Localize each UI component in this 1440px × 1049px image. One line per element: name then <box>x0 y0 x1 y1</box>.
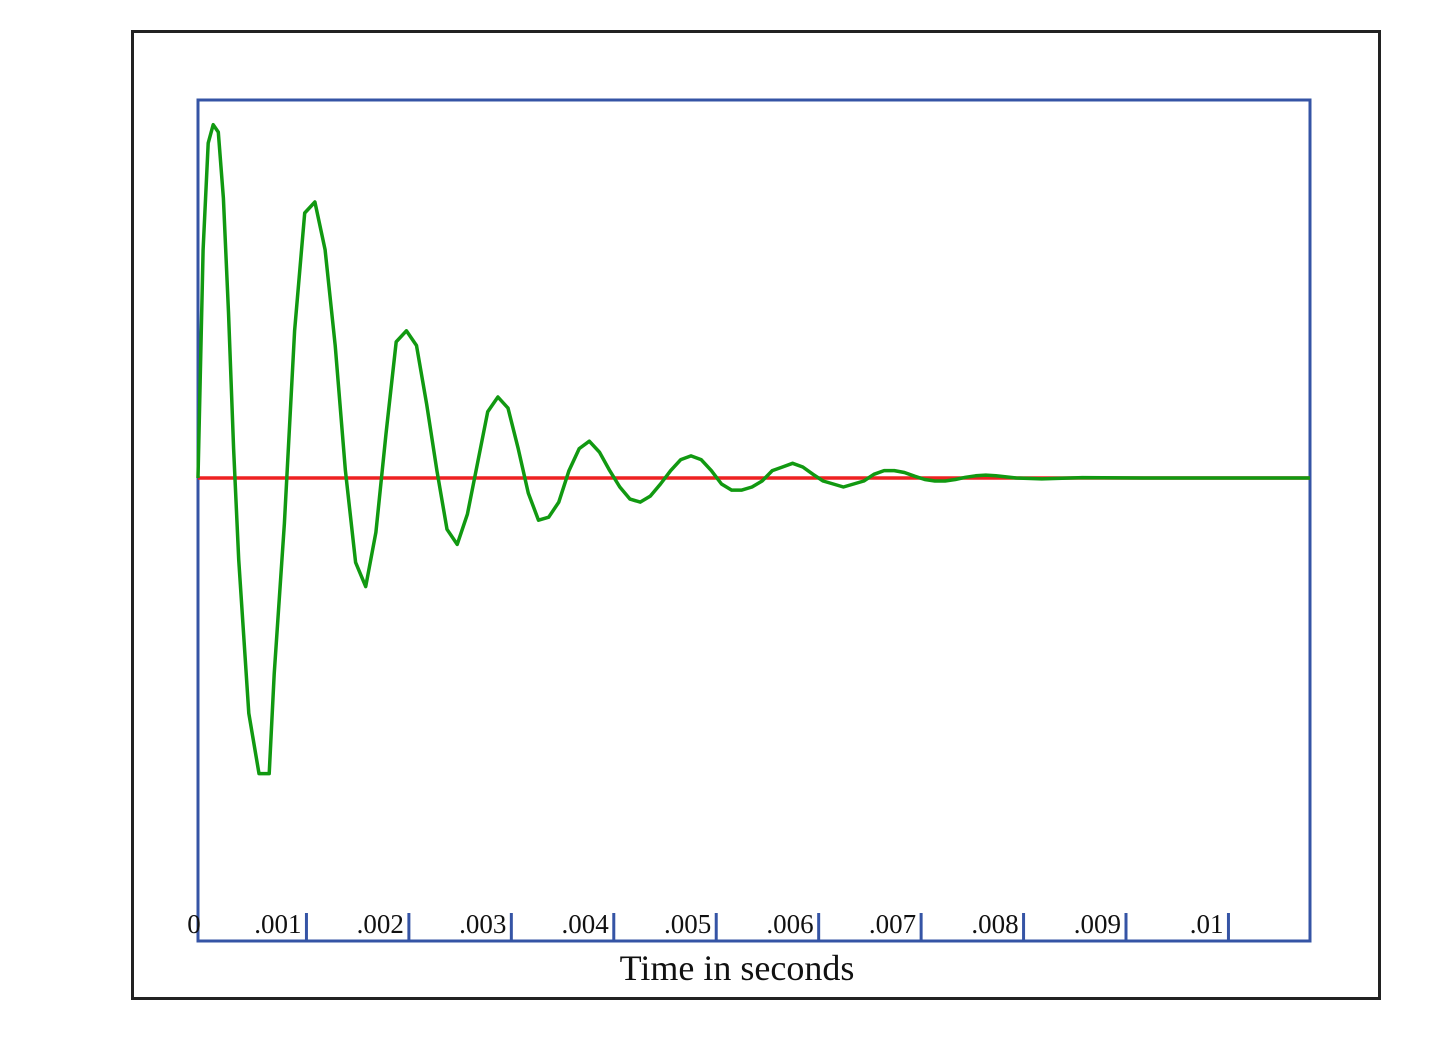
x-tick-label: .006 <box>766 909 813 939</box>
x-axis-ticks <box>304 913 1230 941</box>
signal-line <box>196 122 1310 776</box>
plot-area-border <box>196 98 1312 943</box>
x-tick-label: .007 <box>869 909 916 939</box>
x-tick-label: .005 <box>664 909 711 939</box>
x-axis-title: Time in seconds <box>620 948 855 988</box>
x-tick-label: .01 <box>1190 909 1224 939</box>
x-tick-label: .003 <box>459 909 506 939</box>
x-tick-label: .008 <box>971 909 1018 939</box>
x-tick-label: .002 <box>357 909 404 939</box>
x-tick-label: .001 <box>254 909 301 939</box>
x-tick-label: 0 <box>187 909 201 939</box>
x-tick-label: .009 <box>1074 909 1121 939</box>
x-axis-tick-labels: 0 .001 .002 .003 .004 .005 .006 .007 .008 .009 .01 <box>187 909 1223 939</box>
figure-frame <box>131 30 1381 1000</box>
series-layer <box>196 122 1310 776</box>
x-tick-label: .004 <box>562 909 610 939</box>
